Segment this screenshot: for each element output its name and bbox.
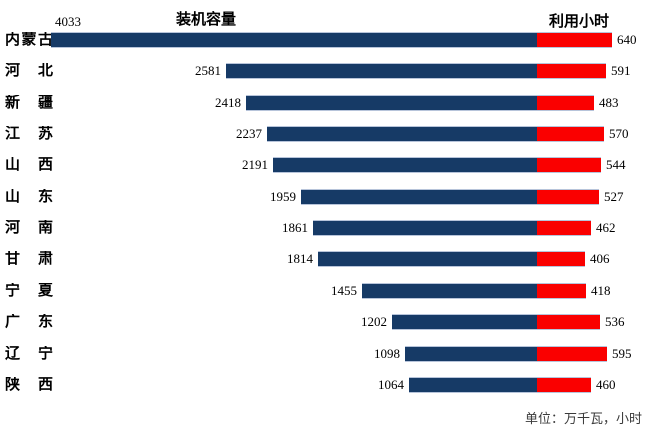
capacity-value: 2237 bbox=[236, 126, 262, 141]
hours-value: 527 bbox=[604, 189, 624, 204]
hours-value: 640 bbox=[617, 32, 637, 47]
bar-pair bbox=[246, 95, 594, 111]
hours-bar bbox=[537, 378, 591, 392]
bar-pair bbox=[267, 126, 604, 142]
hours-value: 544 bbox=[606, 157, 626, 172]
bar-pair bbox=[392, 314, 600, 330]
hours-bar bbox=[537, 96, 594, 110]
category-label: 甘肃 bbox=[5, 251, 53, 267]
category-label: 山西 bbox=[5, 157, 53, 173]
category-label: 新疆 bbox=[5, 95, 53, 111]
hours-value: 462 bbox=[596, 220, 616, 235]
bar-pair bbox=[273, 157, 601, 173]
category-label: 广东 bbox=[5, 314, 53, 330]
capacity-bar bbox=[273, 158, 537, 172]
capacity-value: 2191 bbox=[242, 157, 268, 172]
capacity-value: 2581 bbox=[195, 63, 221, 78]
capacity-bar bbox=[392, 315, 537, 329]
capacity-value: 1202 bbox=[361, 314, 387, 329]
category-label: 陕西 bbox=[5, 377, 53, 393]
hours-axis-title: 利用小时 bbox=[549, 13, 610, 30]
capacity-value: 2418 bbox=[215, 95, 241, 110]
bar-pair bbox=[313, 220, 591, 236]
bar-pair bbox=[362, 283, 586, 299]
hours-bar bbox=[537, 315, 600, 329]
capacity-bar bbox=[301, 190, 537, 204]
bar-pair bbox=[51, 32, 612, 48]
capacity-value: 1959 bbox=[270, 189, 296, 204]
bar-pair bbox=[409, 377, 591, 393]
capacity-bar bbox=[226, 64, 537, 78]
hours-bar bbox=[537, 127, 604, 141]
hours-bar bbox=[537, 347, 607, 361]
hours-value: 591 bbox=[611, 63, 631, 78]
unit-note: 单位：万千瓦，小时 bbox=[524, 411, 642, 426]
capacity-value: 1814 bbox=[287, 251, 313, 266]
category-label: 山东 bbox=[5, 189, 53, 205]
hours-value: 483 bbox=[599, 95, 619, 110]
hours-bar bbox=[537, 64, 606, 78]
hours-bar bbox=[537, 284, 586, 298]
hours-bar bbox=[537, 190, 599, 204]
capacity-value: 4033 bbox=[55, 14, 81, 29]
hours-bar bbox=[537, 221, 591, 235]
capacity-bar bbox=[267, 127, 537, 141]
capacity-bar bbox=[409, 378, 537, 392]
category-label: 江苏 bbox=[5, 126, 53, 142]
capacity-bar bbox=[405, 347, 537, 361]
capacity-value: 1861 bbox=[282, 220, 308, 235]
category-label: 河北 bbox=[5, 63, 53, 79]
hours-bar bbox=[537, 33, 612, 47]
capacity-value: 1455 bbox=[331, 283, 357, 298]
hours-value: 595 bbox=[612, 346, 632, 361]
capacity-bar bbox=[246, 96, 537, 110]
capacity-bar bbox=[318, 252, 537, 266]
capacity-axis-title: 装机容量 bbox=[176, 11, 237, 28]
capacity-value: 1098 bbox=[374, 346, 400, 361]
category-label: 内蒙古 bbox=[5, 32, 53, 48]
category-label: 辽宁 bbox=[5, 346, 53, 362]
bar-pair bbox=[226, 63, 606, 79]
capacity-bar bbox=[51, 33, 537, 47]
hours-value: 460 bbox=[596, 377, 616, 392]
bar-pair bbox=[318, 251, 585, 267]
hours-value: 406 bbox=[590, 251, 610, 266]
bar-pair bbox=[301, 189, 599, 205]
capacity-bar bbox=[362, 284, 537, 298]
hours-value: 418 bbox=[591, 283, 611, 298]
hours-value: 536 bbox=[605, 314, 625, 329]
category-label: 河南 bbox=[5, 220, 53, 236]
bar-pair bbox=[405, 346, 607, 362]
capacity-bar bbox=[313, 221, 537, 235]
category-label: 宁夏 bbox=[5, 283, 53, 299]
capacity-value: 1064 bbox=[378, 377, 404, 392]
hours-bar bbox=[537, 158, 601, 172]
hours-value: 570 bbox=[609, 126, 629, 141]
hours-bar bbox=[537, 252, 585, 266]
